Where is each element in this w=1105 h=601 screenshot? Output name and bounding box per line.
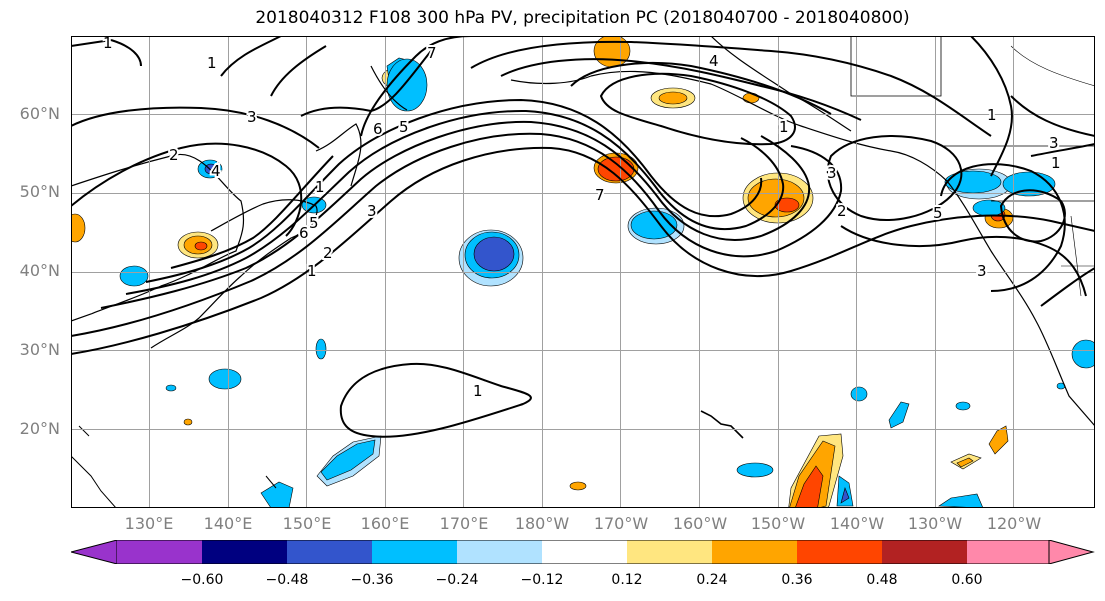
colorbar-bin [457,540,542,564]
contour-label: 1 [1051,154,1061,172]
contour-label: 1 [779,118,789,136]
contour-label: 6 [299,224,309,242]
contour-label: 5 [399,118,409,136]
contour-label: 2 [323,244,333,262]
contour-label: 4 [211,162,221,180]
contour-labels: 1 1 3 2 4 1 6 5 3 1 2 7 6 5 7 4 1 3 2 5 [101,36,1063,402]
lat-label-20n: 20°N [19,419,60,438]
colorbar-extend-low [71,540,118,564]
colorbar-bin [797,540,882,564]
lon-label-140w: 140°W [829,514,885,533]
contour-label: 1 [103,36,113,52]
colorbar-bin [627,540,712,564]
contour-label: 5 [933,204,943,222]
contour-label: 4 [709,52,719,70]
colorbar-tick: 0.24 [696,572,728,588]
lon-label-170e: 170°E [439,514,489,533]
contour-label: 5 [309,214,319,232]
colorbar-bin [967,540,1049,564]
colorbar-extend-high [1048,540,1095,564]
map-frame [71,36,1095,508]
lat-label-40n: 40°N [19,261,60,280]
contour-label: 3 [247,108,257,126]
lat-label-50n: 50°N [19,182,60,201]
lon-label-150w: 150°W [750,514,806,533]
colorbar-bin [202,540,287,564]
contour-label: 7 [427,44,437,62]
contour-label: 3 [827,164,837,182]
lon-label-130e: 130°E [124,514,174,533]
colorbar-tick: −0.36 [350,572,394,588]
lat-label-30n: 30°N [19,340,60,359]
map-panel: 1 1 3 2 4 1 6 5 3 1 2 7 6 5 7 4 1 3 2 5 [71,36,1095,508]
colorbar-bin [287,540,372,564]
contour-label: 1 [987,106,997,124]
lon-label-170w: 170°W [593,514,649,533]
contour-label: 6 [373,120,383,138]
colorbar-tick: −0.24 [435,572,479,588]
lon-label-160e: 160°E [360,514,410,533]
lon-label-150e: 150°E [282,514,332,533]
colorbar-tick: 0.36 [781,572,813,588]
colorbar-tick: 0.12 [611,572,643,588]
contour-label: 3 [1049,134,1059,152]
precipitation-anomaly-shading [71,36,1095,508]
colorbar-tick: 0.48 [866,572,898,588]
lon-label-120w: 120°W [986,514,1042,533]
contour-label: 1 [307,262,317,280]
contour-label: 2 [837,202,847,220]
colorbar [71,540,1095,564]
lon-label-140e: 140°E [203,514,253,533]
colorbar-tick: −0.48 [265,572,309,588]
colorbar-bin [372,540,457,564]
contour-label: 2 [169,146,179,164]
contour-label: 3 [367,202,377,220]
contour-label: 3 [977,262,987,280]
contour-label: 7 [595,186,605,204]
lon-label-180w: 180°W [514,514,570,533]
colorbar-tick: 0.60 [951,572,983,588]
contour-label: 1 [207,54,217,72]
colorbar-bin [712,540,797,564]
colorbar-bin [542,540,627,564]
figure-title: 2018040312 F108 300 hPa PV, precipitatio… [255,8,910,28]
contour-label: 1 [315,178,325,196]
colorbar-bin [882,540,967,564]
lon-label-130w: 130°W [907,514,963,533]
contour-label: 1 [473,382,483,400]
colorbar-tick: −0.60 [180,572,224,588]
colorbar-bin [117,540,202,564]
colorbar-tick: −0.12 [520,572,564,588]
lat-label-60n: 60°N [19,104,60,123]
pv-contours [71,36,1095,438]
graticule [71,36,1095,508]
lon-label-160w: 160°W [672,514,728,533]
